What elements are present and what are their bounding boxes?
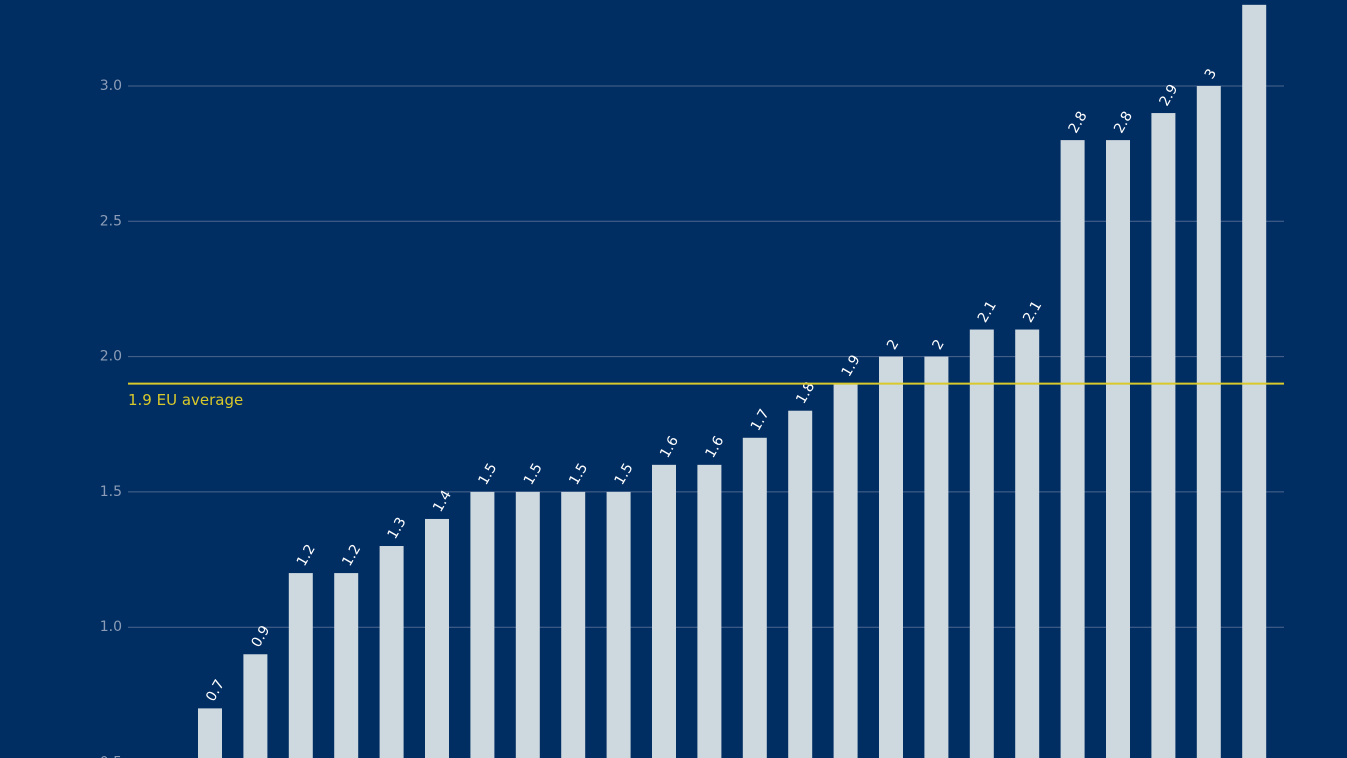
y-tick-label: 2.5 [100,213,122,229]
bar [243,654,268,758]
bar [879,356,903,758]
bar [1242,4,1267,758]
bar [1015,329,1040,758]
y-tick-label: 2.0 [100,349,122,365]
bar [652,464,676,758]
bar [788,410,813,758]
y-tick-label: 0.5 [100,755,122,758]
bar [606,491,631,758]
bar [1196,85,1221,758]
bar [425,518,449,758]
bar [697,464,722,758]
bar [969,329,994,758]
bar [1106,140,1130,758]
y-tick-label: 1.5 [100,484,122,500]
bar [288,573,313,758]
bar [833,383,858,758]
y-tick-label: 3.0 [100,78,122,94]
y-tick-label: 1.0 [100,619,122,635]
bar [379,546,404,758]
bar [334,573,359,758]
bar [1151,113,1176,758]
reference-label: 1.9 EU average [128,391,243,409]
bar [561,491,586,758]
value-label: 3.3 [1247,0,1272,1]
bar [470,491,495,758]
bar [742,437,767,758]
bar [198,708,222,758]
bar [1060,140,1085,758]
bar [515,491,540,758]
bar [924,356,949,758]
